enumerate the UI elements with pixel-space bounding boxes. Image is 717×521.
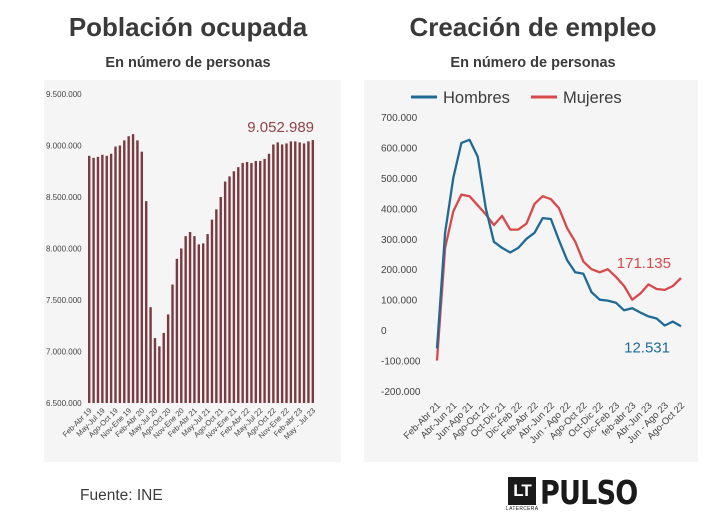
source-note: Fuente: INE	[80, 487, 163, 504]
bar	[206, 234, 209, 403]
bar-chart-svg: 6.500.000 7.000.000 7.500.000 8.000.000 8.50…	[46, 90, 317, 441]
y-tick-label: 100.000	[381, 296, 418, 307]
y-tick-label: 400.000	[381, 204, 418, 215]
legend-label: Mujeres	[563, 89, 622, 107]
y-tick-label: 600.000	[381, 143, 418, 154]
bar	[149, 307, 152, 403]
bar	[175, 258, 179, 403]
y-tick-label: 9.500.000	[46, 90, 82, 99]
logo-wordmark: PULSO	[540, 473, 638, 512]
logo-subtext: LATERCERA	[506, 506, 539, 512]
bar	[263, 158, 266, 403]
bar	[114, 146, 117, 403]
bar	[123, 140, 126, 403]
y-tick-label: 6.500.000	[46, 399, 82, 408]
y-tick-label: 7.000.000	[46, 348, 82, 357]
bar	[171, 284, 174, 403]
bar	[180, 248, 183, 403]
bar	[294, 141, 297, 403]
chart-subtitle-poblacion: En número de personas	[105, 55, 271, 71]
bar	[311, 140, 315, 403]
bar	[302, 143, 306, 403]
bar	[210, 219, 214, 403]
bar	[140, 151, 144, 403]
line-chart-svg: -200.000 -100.000 0 100.000 200.000 300.000 40…	[381, 89, 687, 446]
bar-chart-panel: 6.500.000 7.000.000 7.500.000 8.000.000 8.50…	[44, 80, 341, 462]
y-tick-label: 9.000.000	[46, 142, 82, 151]
bar	[272, 144, 275, 403]
bar	[280, 144, 284, 403]
chart-title-poblacion: Población ocupada	[68, 12, 308, 42]
bar	[166, 314, 170, 403]
bar	[307, 141, 310, 403]
bar	[267, 153, 271, 403]
bar	[219, 197, 222, 403]
bar	[96, 156, 100, 403]
y-tick-label: -200.000	[381, 387, 421, 398]
bar	[228, 176, 231, 403]
y-tick-label: -100.000	[381, 357, 421, 368]
bar	[131, 134, 135, 404]
bar	[223, 181, 227, 403]
legend-label: Hombres	[443, 89, 510, 107]
y-tick-label: 7.500.000	[46, 296, 82, 305]
line-chart-panel: -200.000 -100.000 0 100.000 200.000 300.000 40…	[364, 80, 698, 462]
chart-title-creacion: Creación de empleo	[409, 12, 657, 42]
bar	[88, 155, 91, 403]
y-tick-label: 300.000	[381, 235, 418, 246]
y-tick-label: 8.500.000	[46, 193, 82, 202]
bar	[188, 232, 192, 403]
bar	[241, 163, 244, 403]
y-tick-label: 700.000	[381, 113, 418, 124]
bar	[197, 244, 201, 403]
y-tick-label: 8.000.000	[46, 245, 82, 254]
bar	[153, 338, 157, 403]
bar	[145, 201, 148, 403]
bar	[158, 346, 161, 403]
y-tick-label: 200.000	[381, 265, 418, 276]
bar	[193, 236, 196, 403]
end-label-hombres: 12.531	[624, 339, 670, 356]
chart-subtitle-creacion: En número de personas	[450, 55, 616, 71]
bar-annotation: 9.052.989	[247, 119, 314, 136]
bar	[285, 143, 288, 403]
end-label-mujeres: 171.135	[617, 255, 671, 272]
bar	[184, 236, 187, 403]
bar	[202, 243, 205, 403]
bar	[118, 145, 122, 403]
bar	[232, 171, 236, 403]
bar	[250, 163, 253, 403]
bar	[215, 209, 218, 403]
series-line-mujeres	[435, 193, 682, 361]
bar	[127, 136, 130, 404]
bar	[276, 142, 279, 403]
y-tick-label: 500.000	[381, 174, 418, 185]
bar	[237, 167, 240, 403]
series-line-hombres	[435, 138, 682, 349]
bar	[259, 160, 262, 403]
bar	[101, 154, 104, 403]
logo-badge: LT	[508, 477, 536, 505]
bar	[105, 155, 108, 403]
bar	[298, 142, 301, 403]
bar	[136, 140, 139, 403]
bar	[92, 157, 95, 403]
bar	[289, 141, 293, 403]
bar	[245, 161, 249, 403]
y-tick-label: 0	[381, 326, 387, 337]
bar	[254, 160, 258, 403]
bar	[109, 153, 113, 403]
bar	[162, 332, 165, 403]
